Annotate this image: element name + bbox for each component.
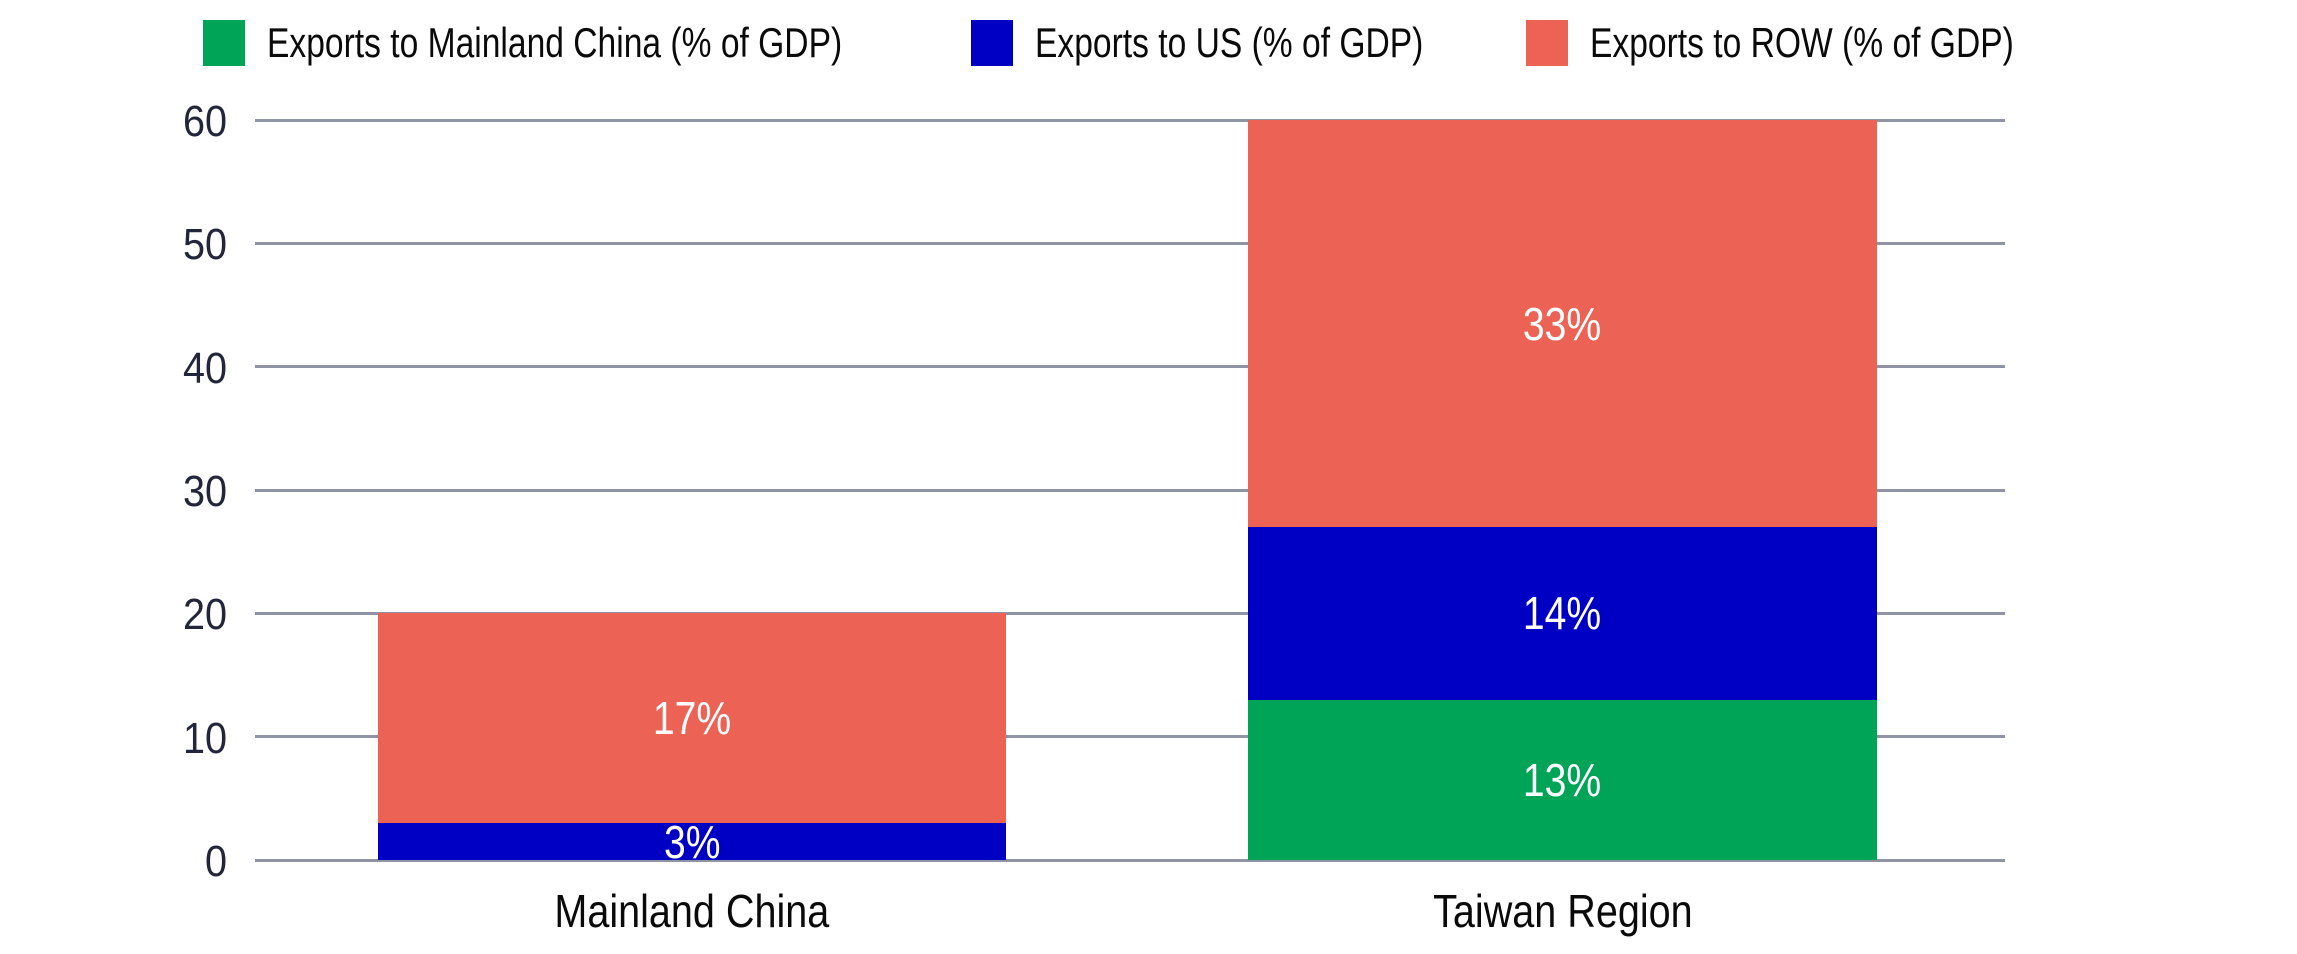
y-tick-label-60: 60: [182, 97, 227, 146]
bar-value-label: 3%: [663, 815, 721, 868]
bar-segment: 13%: [1248, 699, 1877, 860]
bar-value-label: 17%: [652, 692, 732, 745]
y-tick-label-0: 0: [204, 837, 227, 886]
y-tick-label-50: 50: [182, 220, 227, 270]
bar-value-label: 33%: [1523, 297, 1602, 350]
gridline-y-60: [255, 118, 2005, 122]
gridline-y-10: [255, 735, 2005, 739]
gridline-y-30: [255, 488, 2005, 492]
gridline-y-50: [255, 241, 2005, 245]
bar-segment: 3%: [378, 816, 1006, 868]
legend-label: Exports to US (% of GDP): [1035, 19, 1424, 66]
legend-label: Exports to ROW (% of GDP): [1590, 19, 2014, 66]
gridline-y-20: [255, 611, 2005, 615]
y-tick-label-40: 40: [182, 343, 227, 393]
y-tick-label-10: 10: [182, 713, 227, 763]
bar-value-label: 13%: [1523, 753, 1602, 806]
bar-segment: 17%: [378, 613, 1006, 823]
x-category-label: Taiwan Region: [1432, 885, 1693, 937]
x-category-label: Mainland China: [554, 885, 830, 937]
chart-legend: Exports to Mainland China (% of GDP) Exp…: [0, 0, 2297, 86]
bar-segment: 14%: [1248, 527, 1877, 700]
bar-value-label: 14%: [1523, 587, 1602, 640]
blue-swatch-icon: [971, 20, 1013, 66]
legend-item-exports-us: Exports to US (% of GDP): [971, 0, 1520, 86]
gridline-y-0: [255, 858, 2005, 862]
legend-item-exports-mainland-china: Exports to Mainland China (% of GDP): [203, 0, 986, 86]
legend-label: Exports to Mainland China (% of GDP): [267, 19, 843, 66]
y-tick-label-30: 30: [182, 467, 227, 516]
legend-item-exports-row: Exports to ROW (% of GDP): [1526, 0, 2120, 86]
salmon-swatch-icon: [1526, 20, 1568, 66]
bar-segment: 33%: [1248, 120, 1877, 527]
gridline-y-40: [255, 365, 2005, 369]
green-swatch-icon: [203, 20, 245, 66]
y-tick-label-20: 20: [182, 590, 227, 640]
